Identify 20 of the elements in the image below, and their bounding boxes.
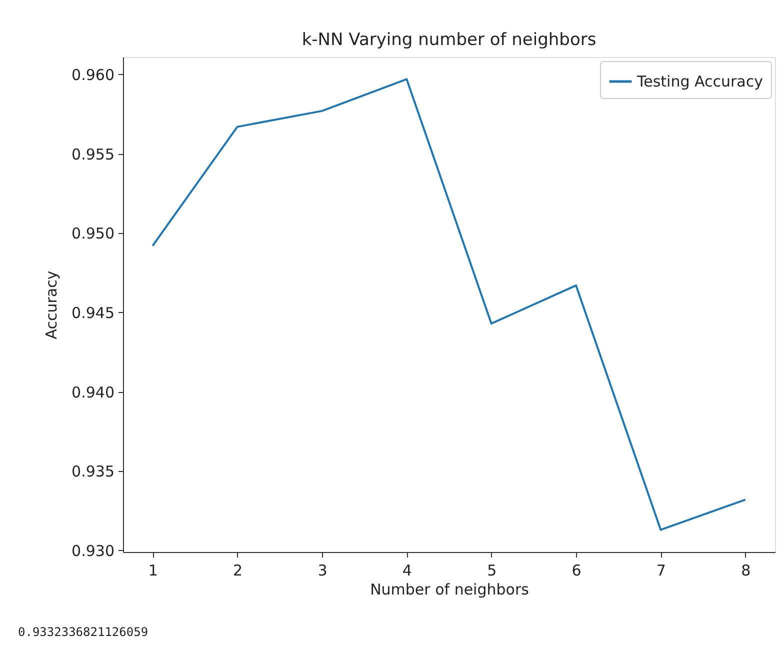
x-tick-label: 2 [233, 562, 243, 580]
text: 0.9332336821126059 [18, 625, 148, 639]
x-axis-title: Number of neighbors [370, 580, 530, 598]
chart-title: k-NN Varying number of neighbors [302, 30, 596, 50]
x-tick-label: 6 [572, 562, 582, 580]
x-tick-label: 4 [402, 562, 412, 580]
legend-label: Testing Accuracy [636, 72, 764, 90]
x-tick-label: 5 [487, 562, 497, 580]
y-tick-label: 0.950 [72, 224, 114, 243]
x-tick-label: 7 [656, 562, 666, 580]
x-tick-label: 8 [741, 562, 751, 580]
y-tick-label: 0.955 [72, 145, 114, 164]
y-tick-label: 0.940 [72, 383, 114, 402]
x-tick-label: 3 [318, 562, 328, 580]
y-tick-label: 0.935 [72, 462, 114, 481]
y-tick-label: 0.960 [72, 66, 114, 84]
y-tick-label: 0.945 [72, 304, 114, 322]
y-tick-label: 0.930 [72, 542, 114, 560]
x-tick-label: 1 [148, 562, 158, 580]
y-axis-title: Accuracy [42, 270, 61, 340]
